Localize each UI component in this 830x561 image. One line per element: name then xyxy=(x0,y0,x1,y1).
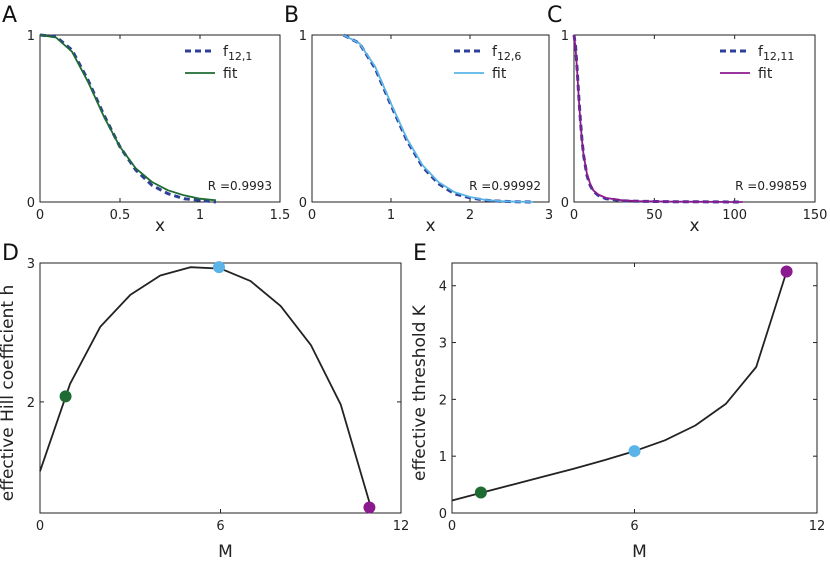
series-line-b-fit xyxy=(343,34,534,203)
legend-entry-c-1: f12,11 xyxy=(758,44,794,63)
r-value-annotation-a: R =0.9993 xyxy=(208,179,272,193)
x-tick-label-e: 6 xyxy=(630,519,638,534)
x-tick-label-b: 0 xyxy=(308,208,316,223)
axes-frame-a xyxy=(39,34,281,203)
axes-frame-b xyxy=(311,34,550,203)
legend-entry-c-2: fit xyxy=(758,66,773,82)
y-tick-label-d: 2 xyxy=(27,396,35,411)
panel-c: C 0 50 100 150 0 1 x f12,11 fit R =0.99859 xyxy=(547,3,827,236)
y-tick-label-a: 0 xyxy=(27,196,35,211)
series-line-a-data xyxy=(39,33,217,204)
y-tick-label-e: 2 xyxy=(439,393,447,408)
panel-label-a: A xyxy=(2,3,17,28)
x-tick-label-b: 1 xyxy=(387,208,395,223)
panel-label-d: D xyxy=(2,241,19,266)
panel-label-c: C xyxy=(547,3,562,28)
x-axis-label-b: x xyxy=(425,216,435,236)
legend-subscript-c: 12,11 xyxy=(763,50,795,63)
axes-frame-e xyxy=(451,262,818,514)
plot-area-b: 0 1 2 3 0 1 x f12,6 fit R =0.99992 xyxy=(299,29,553,236)
marker-point-e-1 xyxy=(474,486,487,499)
y-tick-label-e: 3 xyxy=(439,337,447,352)
r-value-annotation-b: R =0.99992 xyxy=(469,179,541,193)
y-axis-label-d: effective Hill coefficient h xyxy=(0,285,18,501)
x-tick-label-b: 2 xyxy=(466,208,474,223)
legend-entry-a-1: f12,1 xyxy=(223,44,252,63)
x-tick-label-d: 12 xyxy=(393,519,410,534)
legend-subscript-a: 12,1 xyxy=(228,50,253,63)
x-tick-label-a: 0 xyxy=(36,208,44,223)
series-line-c-data xyxy=(572,34,743,204)
series-line-c-fit xyxy=(573,34,743,203)
x-tick-label-c: 150 xyxy=(803,208,828,223)
x-tick-label-e: 12 xyxy=(809,519,826,534)
plot-area-c: 0 50 100 150 0 1 x f12,11 fit R =0.99859 xyxy=(561,29,828,236)
x-tick-label-a: 1 xyxy=(196,208,204,223)
panel-b: B 0 1 2 3 0 1 x f12,6 fit R =0.99992 xyxy=(284,3,553,236)
series-line-a-fit xyxy=(39,34,217,202)
series-line-d-curve xyxy=(39,266,372,508)
legend-entry-b-2: fit xyxy=(492,66,507,82)
marker-point-d-1 xyxy=(59,390,72,403)
marker-point-e-2 xyxy=(628,445,641,458)
y-tick-label-a: 1 xyxy=(27,29,35,44)
marker-point-d-2 xyxy=(212,261,225,274)
y-tick-label-e: 4 xyxy=(439,280,447,295)
x-tick-label-a: 1.5 xyxy=(270,208,291,223)
y-tick-label-e: 1 xyxy=(439,450,447,465)
x-tick-label-c: 100 xyxy=(722,208,747,223)
panel-label-b: B xyxy=(284,3,299,28)
y-tick-label-e: 0 xyxy=(439,507,447,522)
series-line-e-curve xyxy=(451,271,788,502)
x-tick-label-c: 0 xyxy=(570,208,578,223)
axes-frame-d xyxy=(39,262,402,514)
plot-area-a: 0 0.5 1 1.5 0 1 x f12,1 fit R =0.9993 xyxy=(27,29,291,236)
legend-subscript-b: 12,6 xyxy=(497,50,522,63)
panel-label-e: E xyxy=(413,241,427,266)
x-tick-label-e: 0 xyxy=(448,519,456,534)
y-tick-label-d: 3 xyxy=(27,257,35,272)
y-tick-label-b: 1 xyxy=(299,29,307,44)
legend-entry-b-1: f12,6 xyxy=(492,44,521,63)
r-value-annotation-c: R =0.99859 xyxy=(735,179,807,193)
x-axis-label-c: x xyxy=(689,216,699,236)
x-axis-label-a: x xyxy=(155,216,165,236)
x-tick-label-d: 0 xyxy=(36,519,44,534)
legend-entry-a-2: fit xyxy=(223,66,238,82)
y-tick-label-b: 0 xyxy=(299,196,307,211)
panel-a: A 0 0.5 1 1.5 0 1 x f12,1 fit R =0.9993 xyxy=(2,3,290,236)
x-tick-label-b: 3 xyxy=(545,208,553,223)
x-axis-label-d: M xyxy=(218,542,233,561)
y-tick-label-c: 0 xyxy=(561,196,569,211)
x-tick-label-d: 6 xyxy=(216,519,224,534)
x-axis-label-e: M xyxy=(632,542,647,561)
y-tick-label-c: 1 xyxy=(561,29,569,44)
x-tick-label-a: 0.5 xyxy=(110,208,131,223)
marker-point-e-3 xyxy=(780,265,793,278)
x-tick-label-c: 50 xyxy=(646,208,663,223)
marker-point-d-3 xyxy=(363,501,376,514)
y-axis-label-e: effective threshold K xyxy=(410,304,430,481)
